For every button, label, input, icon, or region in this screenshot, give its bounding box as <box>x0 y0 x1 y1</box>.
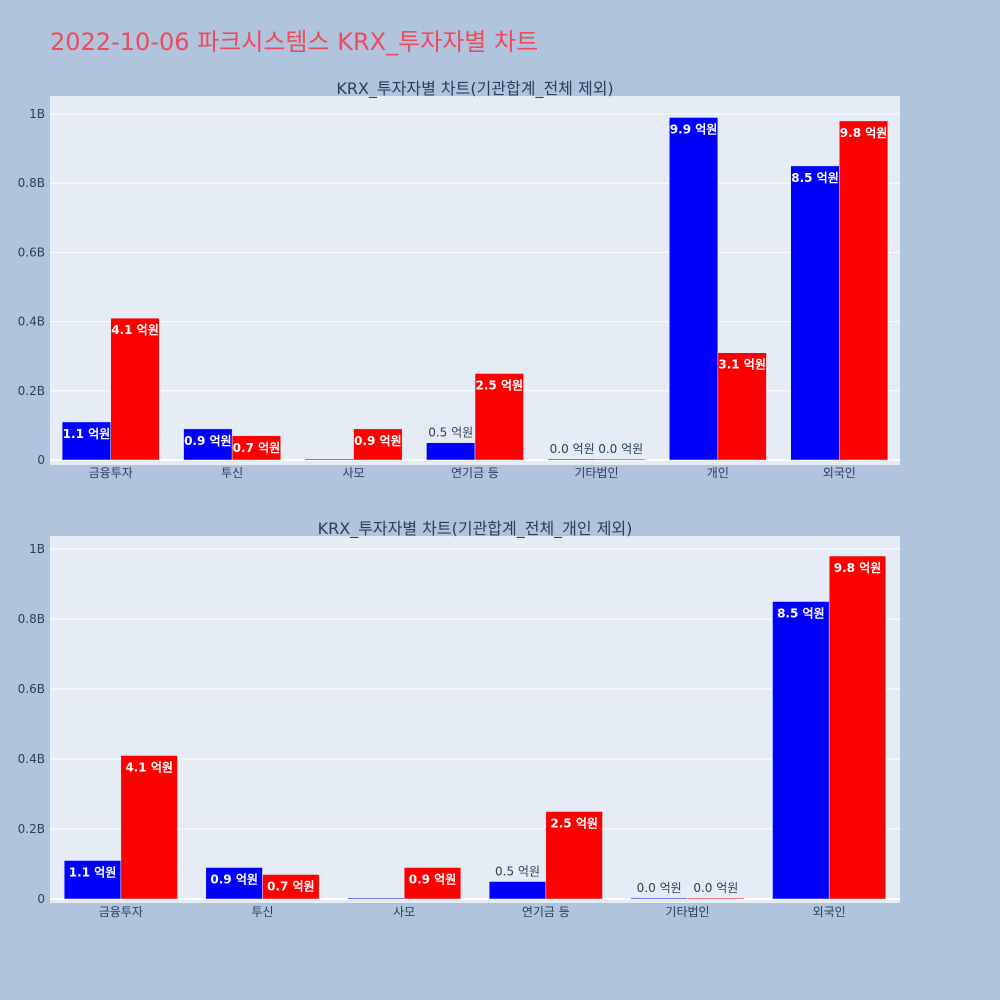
bar <box>61 421 111 461</box>
y-tick-label: 0.8B <box>18 176 45 190</box>
bar-data-label: 4.1 억원 <box>125 761 173 775</box>
bar <box>790 165 840 461</box>
bar-data-label: 0.0 억원 <box>693 881 738 895</box>
bar-data-label: 2.5 억원 <box>550 817 598 831</box>
y-tick-label: 1B <box>29 542 45 556</box>
plot-area <box>50 536 900 903</box>
bar <box>547 458 597 461</box>
bar-data-label: 0.9 억원 <box>210 873 258 887</box>
bar-data-label: 9.8 억원 <box>834 561 882 575</box>
bar <box>183 428 233 461</box>
bar-data-label: 0.0 억원 <box>637 881 682 895</box>
y-tick-label: 1B <box>29 107 45 121</box>
bar <box>772 601 830 900</box>
y-tick-label: 0.4B <box>18 752 45 766</box>
bar-data-label: 1.1 억원 <box>69 866 117 880</box>
bar-data-label: 9.9 억원 <box>670 122 718 136</box>
chart-panel-2: 0 0.2B 0.4B 0.6B 0.8B 1B KRX_투자자별 차트(기관합계_전체_개… <box>18 519 900 919</box>
x-tick-label: 금융투자 <box>99 905 143 919</box>
page-title: 2022-10-06 파크시스템스 KRX_투자자별 차트 <box>50 28 539 56</box>
bar <box>110 317 160 461</box>
bar-data-label: 4.1 억원 <box>111 323 159 337</box>
bar <box>839 120 889 461</box>
bar <box>687 897 745 900</box>
x-tick-label: 사모 <box>393 905 415 919</box>
bar-data-label: 9.8 억원 <box>840 126 888 140</box>
bar <box>347 897 405 900</box>
bar <box>304 458 354 461</box>
bar-data-label: 0.5 억원 <box>428 426 473 440</box>
x-tick-label: 개인 <box>707 466 729 480</box>
y-tick-label: 0 <box>37 453 45 467</box>
bar <box>596 458 646 461</box>
bar-data-label: 0.9 억원 <box>354 434 402 448</box>
bar-data-label: 8.5 억원 <box>791 171 839 185</box>
bar <box>474 373 524 461</box>
chart-panel-1: 0 0.2B 0.4B 0.6B 0.8B 1B KRX_투자자별 차트(기관합계_전체 제… <box>18 79 900 480</box>
y-tick-label: 0 <box>37 892 45 906</box>
chart-title: KRX_투자자별 차트(기관합계_전체 제외) <box>336 79 613 99</box>
bar-data-label: 0.0 억원 <box>550 442 595 456</box>
bar-data-label: 0.9 억원 <box>184 434 232 448</box>
bar <box>669 117 719 461</box>
y-tick-label: 0.2B <box>18 384 45 398</box>
bar <box>630 897 688 900</box>
chart-title: KRX_투자자별 차트(기관합계_전체_개인 제외) <box>318 519 633 539</box>
bar <box>545 811 603 900</box>
bar-data-label: 0.7 억원 <box>267 880 315 894</box>
bar <box>120 755 178 900</box>
x-tick-label: 기타법인 <box>665 905 709 919</box>
x-tick-label: 투신 <box>251 905 273 919</box>
x-tick-label: 기타법인 <box>574 466 618 480</box>
y-tick-label: 0.4B <box>18 315 45 329</box>
x-tick-label: 연기금 등 <box>451 466 499 480</box>
bar-data-label: 3.1 억원 <box>718 358 766 372</box>
bar <box>403 867 462 900</box>
y-tick-label: 0.8B <box>18 612 45 626</box>
bar-data-label: 1.1 억원 <box>63 427 111 441</box>
bar <box>353 428 403 461</box>
bar <box>205 867 263 900</box>
bar <box>828 555 887 900</box>
bar <box>262 874 320 900</box>
x-tick-label: 외국인 <box>813 905 846 919</box>
bar-data-label: 0.5 억원 <box>495 865 540 879</box>
x-tick-label: 사모 <box>343 466 365 480</box>
bar <box>488 881 547 900</box>
bar <box>231 435 281 461</box>
bar-data-label: 2.5 억원 <box>476 379 524 393</box>
x-tick-label: 외국인 <box>823 466 856 480</box>
y-tick-label: 0.6B <box>18 682 45 696</box>
y-tick-label: 0.6B <box>18 245 45 259</box>
x-tick-label: 금융투자 <box>89 466 133 480</box>
bar <box>717 352 767 461</box>
bar-data-label: 0.0 억원 <box>598 442 643 456</box>
y-tick-label: 0.2B <box>18 822 45 836</box>
x-tick-label: 연기금 등 <box>522 905 570 919</box>
bar <box>426 442 476 461</box>
x-tick-label: 투신 <box>221 466 243 480</box>
bar-data-label: 8.5 억원 <box>777 607 825 621</box>
bar-data-label: 0.7 억원 <box>233 441 281 455</box>
bar-data-label: 0.9 억원 <box>409 873 457 887</box>
